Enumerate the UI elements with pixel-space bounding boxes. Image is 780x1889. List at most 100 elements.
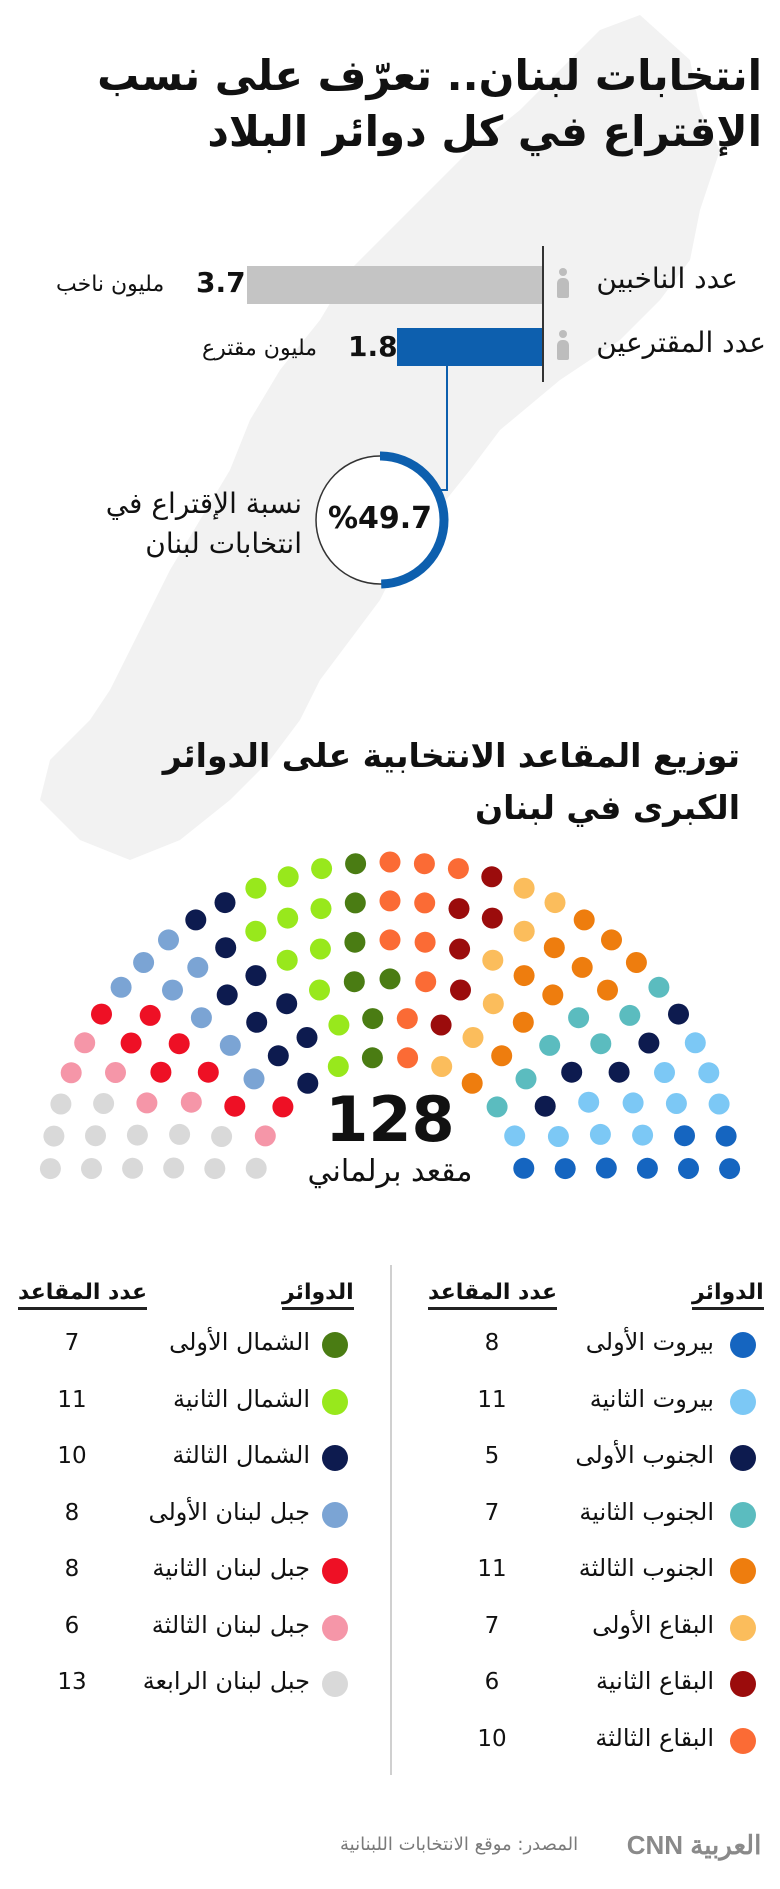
legend-color-dot: [322, 1388, 348, 1415]
seat-dot: [168, 1033, 190, 1055]
seat-dot: [665, 1093, 687, 1114]
legend-color-dot: [730, 1727, 756, 1754]
seat-dot: [708, 1093, 730, 1115]
turnout-rate-label: نسبة الإقتراع في انتخابات لبنان: [105, 487, 302, 560]
legend-color-dot: [322, 1614, 348, 1641]
legend-color-dot: [322, 1558, 348, 1584]
seat-dot: [512, 1011, 534, 1033]
turnout-gauge: [315, 451, 449, 589]
seat-dot: [573, 909, 595, 931]
seat-dot: [309, 979, 330, 1001]
seat-dot: [163, 1157, 185, 1179]
legend-seat-count: 8: [64, 1556, 80, 1582]
seat-dot: [379, 929, 401, 951]
seat-dot: [568, 1007, 590, 1029]
seat-dot: [122, 1157, 144, 1179]
seat-dot: [296, 1027, 318, 1048]
turnout-label: عدد المقترعين: [596, 326, 766, 359]
seat-dot: [597, 979, 618, 1001]
legend-seat-count: 11: [477, 1556, 507, 1582]
seat-dot: [187, 956, 209, 978]
seat-dot: [361, 1047, 383, 1069]
legend-color-dot: [730, 1558, 756, 1584]
seat-dot: [461, 1072, 483, 1094]
seat-dot: [698, 1062, 720, 1084]
seat-dot: [515, 1068, 537, 1090]
legend-district-name: الشمال الثالثة: [172, 1441, 310, 1469]
seat-dot: [413, 853, 435, 875]
seat-dot: [447, 858, 469, 880]
seat-dot: [595, 1157, 617, 1179]
seat-dot: [211, 1126, 233, 1147]
seat-dot: [482, 949, 504, 971]
legend-color-dot: [322, 1671, 348, 1697]
seat-dot: [190, 1007, 212, 1029]
seat-dot: [272, 1096, 294, 1118]
legend-seat-count: 10: [57, 1443, 87, 1469]
seat-dot: [81, 1158, 102, 1179]
seat-dot: [105, 1062, 126, 1083]
seats-title: توزيع المقاعد الانتخابية على الدوائر الك…: [162, 736, 740, 827]
legend-header-seats: عدد المقاعد: [18, 1280, 148, 1310]
person-icon: [556, 268, 570, 298]
legend-seat-count: 8: [484, 1330, 500, 1356]
seat-dot: [601, 929, 622, 951]
seat-dot: [345, 853, 367, 875]
seat-dot: [539, 1034, 561, 1056]
seat-dot: [126, 1124, 148, 1146]
legend-divider: [390, 1265, 392, 1775]
legend-district-name: البقاع الأولى: [592, 1610, 714, 1639]
legend-district-name: بيروت الأولى: [585, 1328, 714, 1356]
seat-dot: [276, 949, 298, 971]
seat-dot: [246, 1011, 268, 1033]
seat-dot: [668, 1003, 689, 1025]
seat-dot: [197, 1061, 219, 1083]
seat-dot: [431, 1056, 453, 1077]
seat-dot: [561, 1061, 583, 1083]
seat-dot: [91, 1003, 112, 1025]
seat-dot: [93, 1093, 115, 1114]
seat-dot: [513, 965, 535, 987]
seat-dot: [139, 1004, 161, 1026]
seat-dot: [638, 1032, 660, 1054]
seat-dot: [715, 1125, 737, 1147]
seat-dot: [50, 1093, 72, 1115]
seat-dot: [276, 993, 298, 1015]
page-title: انتخابات لبنان.. تعرّف على نسب الإقتراع …: [97, 51, 762, 156]
seat-dot: [491, 1045, 513, 1067]
legend-district-name: البقاع الثانية: [596, 1667, 714, 1695]
legend-color-dot: [730, 1332, 756, 1358]
legend-district-name: الجنوب الأولى: [575, 1441, 714, 1469]
parliament-chart: [39, 851, 741, 1180]
seat-dot: [719, 1158, 741, 1180]
seat-dot: [162, 979, 183, 1001]
seats-total: 128: [325, 1083, 455, 1156]
seat-dot: [450, 979, 471, 1001]
seat-dot: [297, 1072, 319, 1094]
seat-dot: [204, 1158, 226, 1180]
seat-dot: [414, 931, 436, 953]
seat-dot: [674, 1125, 695, 1147]
legend-district-name: البقاع الثالثة: [595, 1723, 714, 1752]
seat-dot: [481, 866, 503, 888]
seat-dot: [486, 1096, 508, 1118]
seat-dot: [678, 1158, 699, 1179]
turnout-gauge-arc: [379, 451, 449, 589]
legend-seat-count: 8: [64, 1499, 80, 1526]
legend-seat-count: 7: [484, 1499, 500, 1526]
stats-axis-line: [542, 246, 544, 382]
seat-dot: [396, 1008, 418, 1030]
seat-dot: [622, 1092, 644, 1114]
seat-dot: [254, 1125, 276, 1147]
seat-dot: [684, 1032, 706, 1054]
voters-bar: [247, 266, 542, 304]
voters-value: 3.7: [196, 266, 246, 299]
seats-total-label: مقعد برلماني: [307, 1154, 473, 1189]
seat-dot: [180, 1091, 202, 1113]
legend-district-name: جبل لبنان الثانية: [152, 1554, 310, 1582]
legend-district-name: جبل لبنان الرابعة: [142, 1667, 310, 1695]
seat-dot: [632, 1124, 654, 1146]
seat-dot: [449, 938, 471, 960]
seat-dot: [185, 909, 207, 931]
legend-header-seats: عدد المقاعد: [428, 1280, 558, 1310]
